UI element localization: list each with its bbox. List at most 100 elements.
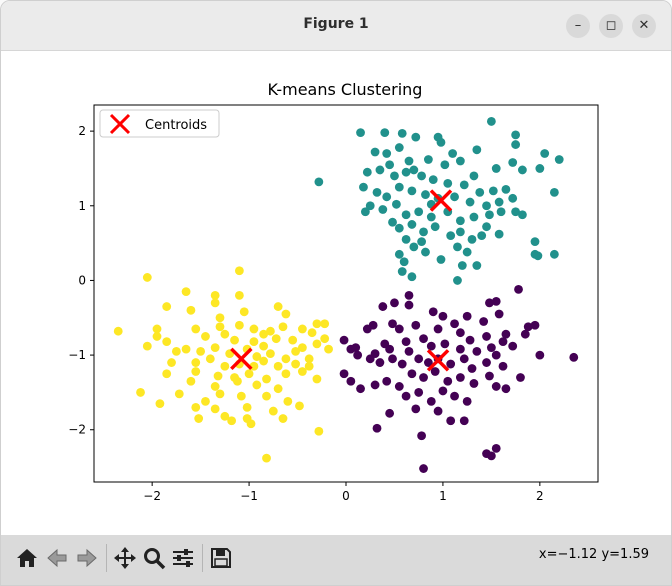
data-point xyxy=(496,207,506,217)
data-point xyxy=(201,332,210,341)
data-point xyxy=(307,328,317,338)
minimize-button[interactable]: – xyxy=(566,14,590,38)
data-point xyxy=(516,373,525,382)
data-point xyxy=(419,464,428,473)
data-point xyxy=(401,391,411,401)
legend: Centroids xyxy=(99,109,220,138)
data-point xyxy=(407,186,417,196)
data-point xyxy=(401,337,411,347)
data-point xyxy=(271,334,281,344)
data-point xyxy=(569,352,579,362)
data-point xyxy=(273,361,283,371)
data-point xyxy=(426,212,436,222)
back-icon[interactable] xyxy=(43,544,71,572)
data-point xyxy=(392,199,401,209)
data-point xyxy=(365,354,375,364)
data-point xyxy=(239,307,249,317)
close-button[interactable]: ✕ xyxy=(632,14,656,38)
data-point xyxy=(488,186,498,196)
y-tick-label: −1 xyxy=(68,348,86,362)
data-point xyxy=(397,359,407,369)
data-point xyxy=(401,210,411,220)
data-point xyxy=(314,177,324,187)
data-point xyxy=(486,343,496,353)
data-point xyxy=(459,416,469,426)
data-point xyxy=(436,137,446,147)
data-point xyxy=(482,201,491,211)
figure-canvas[interactable]: K-means Clustering −2 −1 0 1 2 −2 −1 0 1 2 Centro… xyxy=(10,51,664,535)
data-point xyxy=(485,371,494,381)
data-point xyxy=(162,369,172,379)
data-point xyxy=(453,242,462,252)
data-point xyxy=(469,379,479,388)
data-point xyxy=(320,319,330,329)
data-point xyxy=(397,267,407,276)
save-icon[interactable] xyxy=(207,544,235,572)
data-point xyxy=(385,344,395,354)
data-point xyxy=(414,354,424,364)
data-point xyxy=(382,192,392,202)
data-point xyxy=(390,171,399,181)
data-point xyxy=(455,156,465,166)
data-point xyxy=(508,158,518,167)
data-point xyxy=(281,354,291,364)
data-point xyxy=(236,391,246,401)
data-point xyxy=(394,143,404,152)
data-point xyxy=(230,335,239,345)
data-point xyxy=(417,171,426,181)
data-point xyxy=(428,307,438,317)
data-point xyxy=(246,419,256,429)
data-point xyxy=(530,320,540,330)
data-point xyxy=(407,220,417,229)
data-point xyxy=(448,149,458,158)
forward-icon[interactable] xyxy=(73,544,101,572)
data-point xyxy=(210,298,220,308)
y-tick-label: 0 xyxy=(78,273,86,287)
data-point xyxy=(304,354,314,364)
data-point xyxy=(455,328,465,338)
data-point xyxy=(535,350,545,360)
data-point xyxy=(365,201,375,211)
data-point xyxy=(465,197,475,207)
maximize-button[interactable]: ◻ xyxy=(599,14,623,38)
data-point xyxy=(351,343,361,353)
data-point xyxy=(417,237,426,247)
x-tick-label: 0 xyxy=(342,489,350,503)
data-point xyxy=(419,334,428,344)
data-point xyxy=(113,326,123,336)
configure-icon[interactable] xyxy=(169,544,197,572)
data-point xyxy=(397,128,407,138)
data-point xyxy=(498,337,508,347)
data-point xyxy=(259,341,269,351)
zoom-icon[interactable] xyxy=(140,544,168,572)
data-point xyxy=(436,255,446,264)
data-point xyxy=(433,324,443,334)
data-point xyxy=(421,247,430,257)
data-point xyxy=(486,117,496,126)
data-point xyxy=(205,354,215,364)
data-point xyxy=(220,329,230,339)
x-tick-label: 1 xyxy=(439,489,447,503)
data-point xyxy=(385,408,395,418)
home-icon[interactable] xyxy=(13,544,41,572)
data-point xyxy=(404,156,414,166)
scatter-chart: K-means Clustering −2 −1 0 1 2 −2 −1 0 1 2 Centro… xyxy=(68,80,599,503)
data-point xyxy=(401,167,411,177)
data-point xyxy=(242,402,252,412)
data-point xyxy=(501,384,511,394)
navigation-toolbar: x=−1.12 y=1.59 xyxy=(1,535,671,585)
data-point xyxy=(494,197,504,207)
data-point xyxy=(320,334,330,344)
data-point xyxy=(485,298,494,308)
data-point xyxy=(394,382,404,391)
data-point xyxy=(491,350,501,360)
data-point xyxy=(459,180,469,190)
data-point xyxy=(426,396,436,406)
data-point xyxy=(196,346,206,356)
data-point xyxy=(370,380,380,390)
data-point xyxy=(501,184,511,194)
pan-icon[interactable] xyxy=(111,544,139,572)
data-point xyxy=(404,300,414,310)
data-point xyxy=(411,132,421,142)
data-point xyxy=(278,322,288,332)
